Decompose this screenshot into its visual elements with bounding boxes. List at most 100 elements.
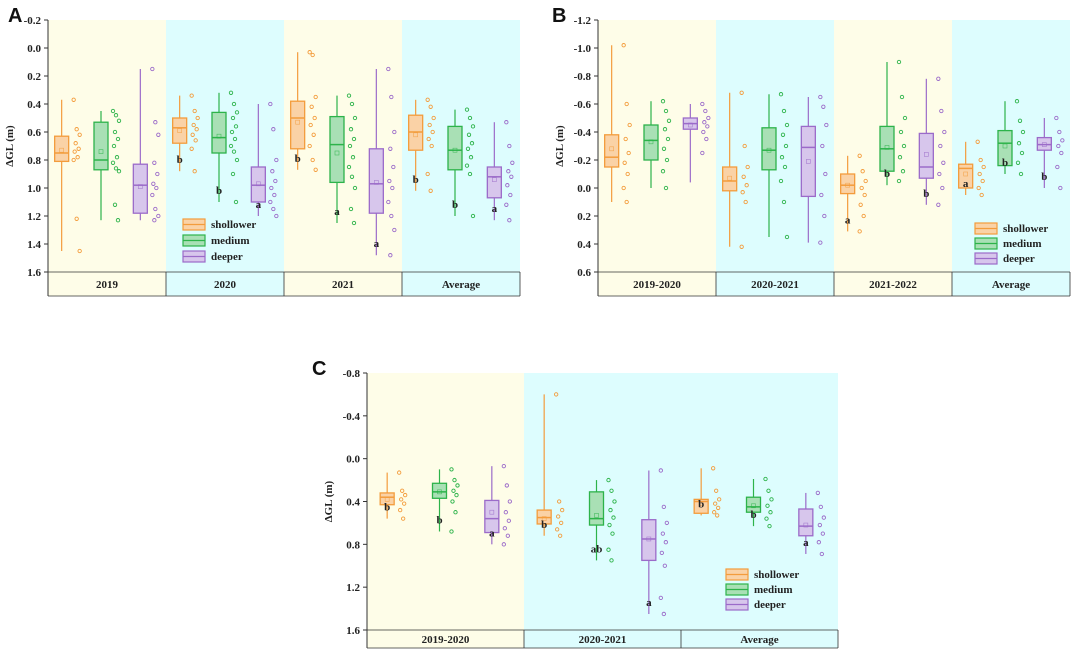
legend: shollower medium deeper xyxy=(182,218,256,263)
legend-label-shallower: shollower xyxy=(754,569,799,581)
data-point xyxy=(711,466,716,471)
significance-letter: b xyxy=(698,498,704,510)
data-point xyxy=(608,507,613,513)
data-point xyxy=(621,43,626,48)
data-point xyxy=(454,492,459,498)
data-point xyxy=(449,467,454,472)
mean-marker xyxy=(437,489,442,495)
data-point xyxy=(313,167,318,172)
data-point xyxy=(714,488,719,493)
data-point xyxy=(450,499,455,504)
data-point xyxy=(937,171,942,177)
data-point xyxy=(502,526,507,531)
data-point xyxy=(350,155,356,160)
y-tick-label: 0.4 xyxy=(346,497,360,509)
data-point xyxy=(611,515,616,520)
data-point xyxy=(426,136,431,142)
shallower-box-plot xyxy=(604,43,632,205)
data-point xyxy=(768,510,773,515)
data-point xyxy=(398,507,403,513)
data-point xyxy=(712,510,717,515)
data-point xyxy=(859,185,864,191)
iqr-box xyxy=(54,135,70,163)
deeper-box-plot xyxy=(368,66,397,258)
deeper-box-plot xyxy=(800,94,829,245)
mean-marker xyxy=(751,503,756,509)
data-point xyxy=(71,157,76,163)
shallower-box-plot xyxy=(840,153,868,234)
data-point xyxy=(310,52,315,58)
data-point xyxy=(625,171,630,177)
data-point xyxy=(504,120,509,125)
data-point xyxy=(451,488,456,493)
data-point xyxy=(1018,171,1024,177)
mean-marker xyxy=(803,522,809,528)
shallower-box-plot xyxy=(693,466,722,518)
data-point xyxy=(1059,150,1064,156)
data-point xyxy=(741,174,746,179)
data-point xyxy=(658,468,663,473)
data-point xyxy=(554,392,559,397)
data-point xyxy=(152,160,157,165)
data-point xyxy=(308,122,313,128)
data-point xyxy=(778,178,784,184)
y-tick-label: -1.2 xyxy=(574,15,592,27)
data-point xyxy=(784,122,790,128)
shallower-box-plot xyxy=(958,139,986,198)
data-point xyxy=(1014,99,1020,104)
data-point xyxy=(470,213,476,219)
data-point xyxy=(74,127,79,132)
y-tick-label: 0.6 xyxy=(577,267,591,279)
significance-letter: b xyxy=(177,154,183,166)
data-point xyxy=(739,90,744,95)
data-point xyxy=(816,540,821,545)
data-point xyxy=(506,169,511,174)
mean-marker xyxy=(806,159,811,164)
data-point xyxy=(347,143,353,149)
data-point xyxy=(313,94,318,100)
mean-marker xyxy=(609,146,614,152)
data-point xyxy=(399,497,404,502)
deeper-box-plot xyxy=(250,101,279,219)
data-point xyxy=(189,93,194,98)
data-point xyxy=(898,129,904,135)
data-point xyxy=(387,178,392,184)
group-background xyxy=(367,373,524,648)
data-point xyxy=(621,185,626,191)
panel-letter: C xyxy=(312,358,326,380)
mean-marker xyxy=(646,536,652,542)
y-tick-label: 1.4 xyxy=(27,239,41,251)
data-point xyxy=(195,115,200,121)
data-point xyxy=(763,476,768,482)
panel-letter: A xyxy=(8,5,22,27)
data-point xyxy=(901,143,907,149)
mean-marker xyxy=(177,128,182,133)
data-point xyxy=(348,127,354,132)
data-point xyxy=(233,199,239,205)
y-tick-label: 0.0 xyxy=(577,183,591,195)
data-point xyxy=(234,110,240,115)
data-point xyxy=(348,206,354,212)
data-point xyxy=(817,522,822,528)
y-tick-label: -0.8 xyxy=(574,71,592,83)
category-label: 2021-2022 xyxy=(869,279,917,291)
y-tick-label: 1.2 xyxy=(346,582,360,594)
data-point xyxy=(824,122,829,128)
data-point xyxy=(464,163,470,168)
data-point xyxy=(862,192,867,198)
deeper-box-plot xyxy=(682,101,711,183)
data-point xyxy=(388,146,393,151)
data-point xyxy=(784,234,790,240)
mean-marker xyxy=(727,175,732,181)
data-point xyxy=(900,169,906,174)
mean-marker xyxy=(492,177,497,182)
data-point xyxy=(896,178,902,184)
deeper-box-plot xyxy=(484,464,512,547)
shallower-box-plot xyxy=(536,392,565,538)
data-point xyxy=(192,169,197,174)
mean-marker xyxy=(963,171,968,177)
data-point xyxy=(660,531,665,536)
data-point xyxy=(75,155,80,160)
data-point xyxy=(397,470,402,475)
significance-letter: b xyxy=(216,185,222,197)
